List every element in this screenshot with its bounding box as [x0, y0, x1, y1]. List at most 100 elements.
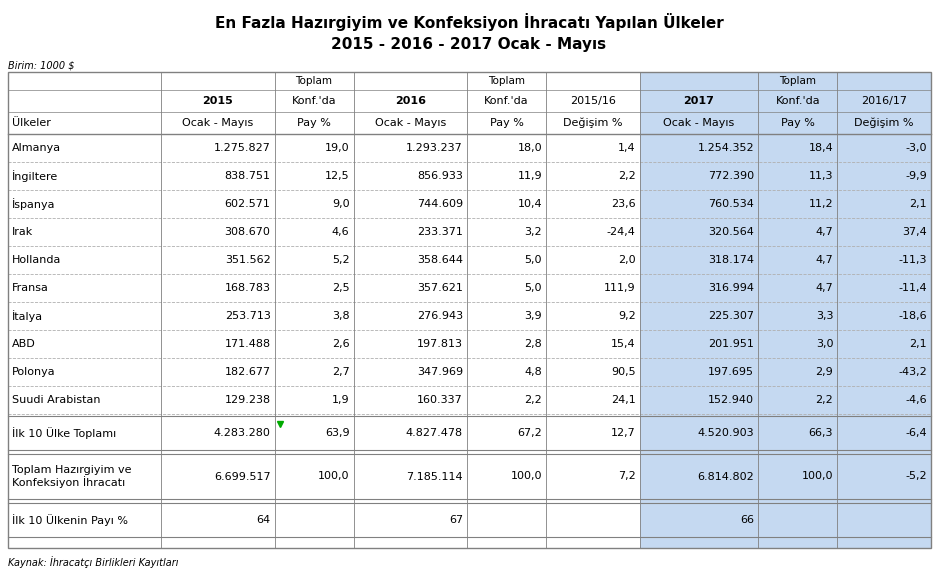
Text: Konf.'da: Konf.'da — [485, 96, 529, 106]
Text: 37,4: 37,4 — [902, 227, 927, 237]
Text: 602.571: 602.571 — [224, 199, 270, 209]
Text: 2015: 2015 — [203, 96, 233, 106]
Text: Fransa: Fransa — [12, 283, 49, 293]
Text: İlk 10 Ülkenin Payı %: İlk 10 Ülkenin Payı % — [12, 514, 128, 526]
Bar — [838, 72, 931, 548]
Text: -3,0: -3,0 — [905, 143, 927, 153]
Text: 171.488: 171.488 — [224, 339, 270, 349]
Text: 4,7: 4,7 — [815, 227, 833, 237]
Text: 66: 66 — [740, 515, 754, 525]
Text: 15,4: 15,4 — [611, 339, 636, 349]
Text: 152.940: 152.940 — [708, 395, 754, 405]
Text: 2,2: 2,2 — [815, 395, 833, 405]
Text: 4.283.280: 4.283.280 — [214, 428, 270, 438]
Text: 7.185.114: 7.185.114 — [407, 472, 463, 481]
Text: 5,2: 5,2 — [331, 255, 349, 265]
Text: 347.969: 347.969 — [417, 367, 463, 377]
Text: 4,8: 4,8 — [524, 367, 542, 377]
Text: 11,2: 11,2 — [808, 199, 833, 209]
Text: 3,2: 3,2 — [524, 227, 542, 237]
Text: 3,0: 3,0 — [816, 339, 833, 349]
Text: 1.293.237: 1.293.237 — [407, 143, 463, 153]
Text: 3,8: 3,8 — [331, 311, 349, 321]
Text: 744.609: 744.609 — [417, 199, 463, 209]
Text: Ocak - Mayıs: Ocak - Mayıs — [663, 118, 734, 128]
Text: 9,2: 9,2 — [618, 311, 636, 321]
Text: Pay %: Pay % — [489, 118, 523, 128]
Text: 1,9: 1,9 — [331, 395, 349, 405]
Text: 1,4: 1,4 — [618, 143, 636, 153]
Text: 2,1: 2,1 — [909, 199, 927, 209]
Text: 2,2: 2,2 — [618, 171, 636, 181]
Text: 4,6: 4,6 — [331, 227, 349, 237]
Text: 2,1: 2,1 — [909, 339, 927, 349]
Text: 253.713: 253.713 — [224, 311, 270, 321]
Text: 233.371: 233.371 — [417, 227, 463, 237]
Text: Toplam Hazırgiyim ve
Konfeksiyon İhracatı: Toplam Hazırgiyim ve Konfeksiyon İhracat… — [12, 464, 131, 488]
Text: 760.534: 760.534 — [708, 199, 754, 209]
Text: 24,1: 24,1 — [611, 395, 636, 405]
Text: 2,2: 2,2 — [524, 395, 542, 405]
Text: 2,5: 2,5 — [331, 283, 349, 293]
Text: 182.677: 182.677 — [224, 367, 270, 377]
Text: -11,3: -11,3 — [899, 255, 927, 265]
Text: 351.562: 351.562 — [224, 255, 270, 265]
Text: 4.520.903: 4.520.903 — [698, 428, 754, 438]
Text: ABD: ABD — [12, 339, 36, 349]
Text: Konf.'da: Konf.'da — [776, 96, 820, 106]
Text: 18,4: 18,4 — [808, 143, 833, 153]
Text: 90,5: 90,5 — [611, 367, 636, 377]
Text: İspanya: İspanya — [12, 198, 55, 210]
Text: 4.827.478: 4.827.478 — [406, 428, 463, 438]
Text: Konf.'da: Konf.'da — [292, 96, 336, 106]
Text: 225.307: 225.307 — [708, 311, 754, 321]
Text: 358.644: 358.644 — [417, 255, 463, 265]
Text: 12,5: 12,5 — [325, 171, 349, 181]
Text: İlk 10 Ülke Toplamı: İlk 10 Ülke Toplamı — [12, 427, 116, 439]
Text: Suudi Arabistan: Suudi Arabistan — [12, 395, 100, 405]
Text: 6.814.802: 6.814.802 — [698, 472, 754, 481]
Text: 5,0: 5,0 — [525, 283, 542, 293]
Text: 3,9: 3,9 — [524, 311, 542, 321]
Text: 4,7: 4,7 — [815, 255, 833, 265]
Text: 197.813: 197.813 — [417, 339, 463, 349]
Text: 2,0: 2,0 — [618, 255, 636, 265]
Text: 201.951: 201.951 — [708, 339, 754, 349]
Text: 2016: 2016 — [394, 96, 425, 106]
Text: 100,0: 100,0 — [802, 472, 833, 481]
Text: 838.751: 838.751 — [224, 171, 270, 181]
Text: Ocak - Mayıs: Ocak - Mayıs — [182, 118, 254, 128]
Text: 67: 67 — [449, 515, 463, 525]
Text: Ülkeler: Ülkeler — [12, 118, 51, 128]
Text: 2015 - 2016 - 2017 Ocak - Mayıs: 2015 - 2016 - 2017 Ocak - Mayıs — [331, 37, 607, 53]
Text: 2,9: 2,9 — [815, 367, 833, 377]
Text: 5,0: 5,0 — [525, 255, 542, 265]
Text: Değişim %: Değişim % — [563, 118, 623, 128]
Text: -18,6: -18,6 — [899, 311, 927, 321]
Text: 4,7: 4,7 — [815, 283, 833, 293]
Text: 316.994: 316.994 — [708, 283, 754, 293]
Text: 18,0: 18,0 — [517, 143, 542, 153]
Bar — [8, 72, 931, 548]
Text: 10,4: 10,4 — [517, 199, 542, 209]
Text: 160.337: 160.337 — [417, 395, 463, 405]
Text: -43,2: -43,2 — [899, 367, 927, 377]
Text: 2015/16: 2015/16 — [570, 96, 616, 106]
Text: 197.695: 197.695 — [708, 367, 754, 377]
Text: Birim: 1000 $: Birim: 1000 $ — [8, 60, 74, 70]
Text: 2017: 2017 — [684, 96, 715, 106]
Text: Ocak - Mayıs: Ocak - Mayıs — [375, 118, 446, 128]
Bar — [759, 72, 838, 548]
Text: 168.783: 168.783 — [224, 283, 270, 293]
Text: 856.933: 856.933 — [417, 171, 463, 181]
Text: Pay %: Pay % — [297, 118, 331, 128]
Text: 67,2: 67,2 — [517, 428, 542, 438]
Text: -11,4: -11,4 — [899, 283, 927, 293]
Text: 3,3: 3,3 — [816, 311, 833, 321]
Text: 129.238: 129.238 — [224, 395, 270, 405]
Text: Toplam: Toplam — [296, 76, 332, 86]
Text: 1.275.827: 1.275.827 — [214, 143, 270, 153]
Text: 100,0: 100,0 — [318, 472, 349, 481]
Text: İtalya: İtalya — [12, 310, 43, 322]
Text: Almanya: Almanya — [12, 143, 61, 153]
